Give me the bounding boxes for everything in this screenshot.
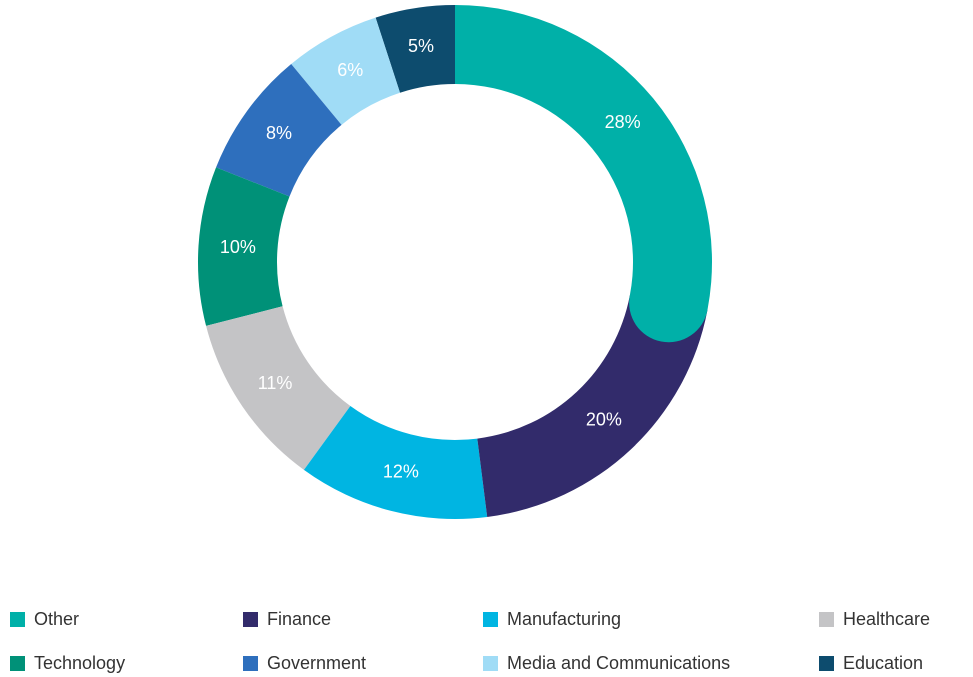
legend-label: Education bbox=[843, 653, 923, 673]
legend-swatch bbox=[819, 656, 834, 671]
legend-swatch bbox=[243, 656, 258, 671]
donut-segment bbox=[216, 63, 342, 197]
legend-label: Media and Communications bbox=[507, 653, 730, 673]
value-label: 11% bbox=[258, 373, 293, 393]
donut-segment bbox=[291, 17, 400, 125]
legend-swatch bbox=[483, 612, 498, 627]
donut-segment bbox=[477, 295, 708, 517]
donut-segment bbox=[375, 5, 455, 93]
value-label: 28% bbox=[605, 112, 641, 132]
value-label: 12% bbox=[383, 461, 419, 481]
legend-label: Other bbox=[34, 609, 79, 629]
legend-label: Technology bbox=[34, 653, 125, 673]
value-label: 20% bbox=[586, 409, 622, 429]
legend-label: Healthcare bbox=[843, 609, 930, 629]
donut-segment bbox=[303, 406, 488, 519]
legend-label: Manufacturing bbox=[507, 609, 621, 629]
legend-swatch bbox=[10, 656, 25, 671]
legend-swatch bbox=[483, 656, 498, 671]
value-label: 10% bbox=[220, 237, 256, 257]
value-label: 8% bbox=[266, 123, 292, 143]
legend-label: Government bbox=[267, 653, 366, 673]
donut-segment bbox=[455, 5, 713, 343]
legend-swatch bbox=[10, 612, 25, 627]
donut-segment bbox=[206, 306, 351, 470]
donut-segment bbox=[197, 167, 290, 326]
value-label: 6% bbox=[337, 60, 363, 80]
legend-swatch bbox=[819, 612, 834, 627]
value-label: 5% bbox=[408, 36, 434, 56]
legend-label: Finance bbox=[267, 609, 331, 629]
legend-swatch bbox=[243, 612, 258, 627]
